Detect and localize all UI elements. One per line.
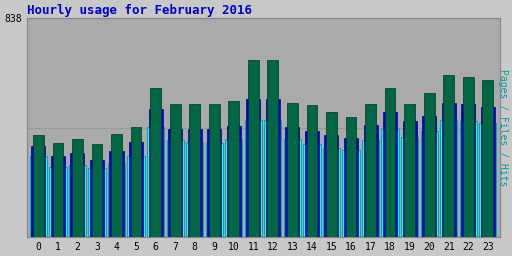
Bar bbox=[385, 88, 395, 237]
Bar bbox=[420, 131, 438, 237]
Bar bbox=[188, 129, 202, 237]
Bar bbox=[51, 156, 65, 237]
Bar bbox=[189, 104, 200, 237]
Bar bbox=[284, 139, 301, 237]
Bar bbox=[147, 127, 164, 237]
Bar bbox=[479, 123, 496, 237]
Bar bbox=[402, 121, 417, 237]
Bar bbox=[305, 131, 319, 237]
Bar bbox=[383, 112, 397, 237]
Bar bbox=[463, 77, 474, 237]
Bar bbox=[481, 106, 495, 237]
Bar bbox=[381, 129, 399, 237]
Bar bbox=[72, 139, 83, 237]
Bar bbox=[482, 80, 493, 237]
Bar bbox=[131, 127, 141, 237]
Bar bbox=[49, 166, 67, 237]
Bar bbox=[346, 117, 356, 237]
Bar bbox=[285, 127, 300, 237]
Text: Hourly usage for February 2016: Hourly usage for February 2016 bbox=[27, 4, 252, 17]
Bar bbox=[92, 144, 102, 237]
Bar bbox=[209, 104, 220, 237]
Bar bbox=[166, 141, 184, 237]
Bar bbox=[266, 99, 280, 237]
Bar bbox=[225, 139, 242, 237]
Bar bbox=[170, 104, 181, 237]
Bar bbox=[150, 88, 161, 237]
Bar bbox=[307, 105, 317, 237]
Bar bbox=[326, 112, 337, 237]
Bar bbox=[30, 156, 47, 237]
Bar bbox=[108, 163, 125, 237]
Bar bbox=[53, 143, 63, 237]
Bar bbox=[440, 120, 457, 237]
Bar bbox=[168, 129, 182, 237]
Bar bbox=[364, 125, 377, 237]
Bar bbox=[401, 136, 418, 237]
Bar bbox=[325, 135, 338, 237]
Bar bbox=[460, 121, 477, 237]
Bar bbox=[303, 144, 321, 237]
Bar bbox=[31, 146, 46, 237]
Bar bbox=[110, 151, 123, 237]
Bar bbox=[69, 165, 86, 237]
Bar bbox=[424, 93, 435, 237]
Bar bbox=[148, 109, 163, 237]
Bar bbox=[404, 104, 415, 237]
Bar bbox=[422, 116, 436, 237]
Bar bbox=[90, 160, 104, 237]
Bar bbox=[129, 142, 143, 237]
Bar bbox=[127, 156, 145, 237]
Bar bbox=[443, 75, 454, 237]
Bar bbox=[111, 134, 122, 237]
Bar bbox=[267, 60, 278, 237]
Bar bbox=[287, 103, 298, 237]
Bar bbox=[33, 135, 44, 237]
Bar bbox=[442, 103, 456, 237]
Bar bbox=[245, 120, 262, 237]
Bar bbox=[248, 60, 259, 237]
Bar bbox=[461, 104, 475, 237]
Bar bbox=[207, 129, 221, 237]
Bar bbox=[206, 143, 223, 237]
Bar bbox=[246, 99, 260, 237]
Bar bbox=[365, 104, 376, 237]
Bar bbox=[264, 120, 282, 237]
Bar bbox=[344, 138, 358, 237]
Bar bbox=[71, 154, 84, 237]
Bar bbox=[186, 142, 203, 237]
Bar bbox=[227, 126, 241, 237]
Bar bbox=[228, 101, 239, 237]
Bar bbox=[362, 141, 379, 237]
Bar bbox=[343, 150, 359, 237]
Bar bbox=[323, 148, 340, 237]
Y-axis label: Pages / Files / Hits: Pages / Files / Hits bbox=[498, 69, 508, 186]
Bar bbox=[89, 168, 105, 237]
